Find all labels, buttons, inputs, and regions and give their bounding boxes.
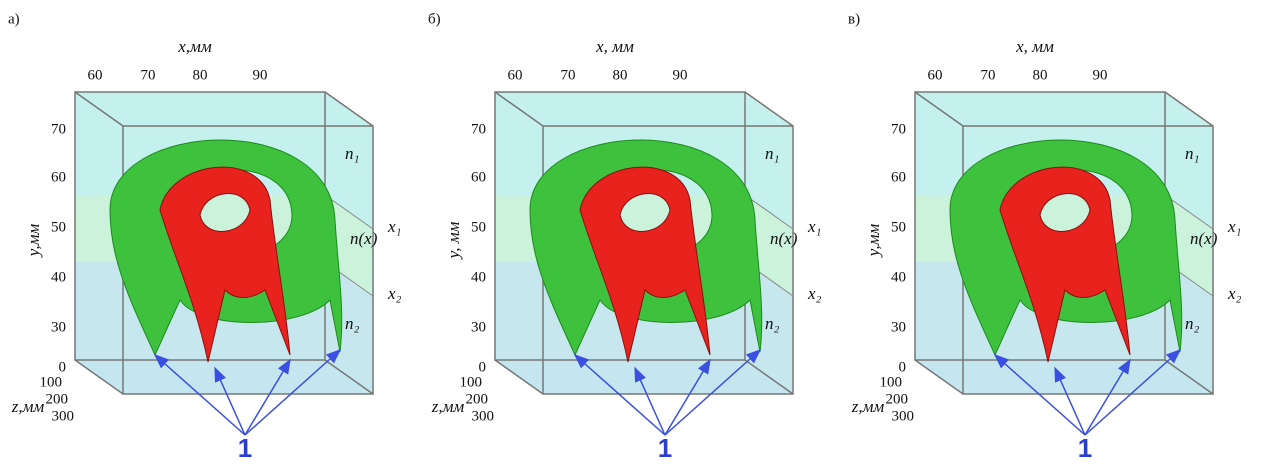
y-axis-label: y, мм — [444, 221, 463, 260]
panel-label: а) — [8, 11, 20, 27]
x-tick-label: 80 — [613, 67, 628, 83]
region-label: x₂ — [1227, 284, 1242, 303]
region-label: n(x) — [350, 229, 378, 248]
y-tick-label: 60 — [51, 169, 66, 185]
x-axis-label: x, мм — [1015, 37, 1054, 56]
y-tick-label: 60 — [891, 169, 906, 185]
region-label: x₁ — [1227, 217, 1241, 236]
region-label: n₁ — [345, 144, 359, 163]
x-tick-label: 60 — [508, 67, 523, 83]
z-tick-label: 100 — [40, 374, 63, 390]
x-tick-label: 90 — [1093, 67, 1108, 83]
y-tick-label: 70 — [891, 121, 906, 137]
y-tick-label: 30 — [51, 319, 66, 335]
x-tick-label: 80 — [1033, 67, 1048, 83]
x-tick-label: 80 — [193, 67, 208, 83]
y-axis-label: y,мм — [864, 224, 883, 259]
callout-label: 1 — [238, 433, 252, 463]
y-tick-label: 0 — [899, 359, 907, 375]
y-tick-label: 60 — [471, 169, 486, 185]
x-axis-label: x, мм — [595, 37, 634, 56]
y-tick-label: 50 — [891, 219, 906, 235]
y-tick-label: 40 — [471, 269, 486, 285]
y-axis-label: y,мм — [24, 224, 43, 259]
region-label: x₁ — [807, 217, 821, 236]
x-tick-label: 70 — [141, 67, 156, 83]
y-tick-label: 30 — [471, 319, 486, 335]
z-tick-label: 200 — [886, 391, 909, 407]
x-tick-label: 60 — [88, 67, 103, 83]
region-label: n₂ — [345, 314, 360, 333]
x-tick-label: 90 — [253, 67, 268, 83]
z-tick-label: 300 — [472, 408, 495, 424]
z-axis-label: z,мм — [851, 397, 885, 416]
panel-label: б) — [428, 11, 441, 27]
callout-label: 1 — [658, 433, 672, 463]
z-tick-label: 200 — [46, 391, 69, 407]
region-label: n(x) — [770, 229, 798, 248]
y-tick-label: 0 — [59, 359, 67, 375]
z-axis-label: z,мм — [11, 397, 45, 416]
region-label: x₂ — [387, 284, 402, 303]
region-label: n₁ — [765, 144, 779, 163]
x-tick-label: 70 — [981, 67, 996, 83]
region-label: n₁ — [1185, 144, 1199, 163]
region-label: x₁ — [387, 217, 401, 236]
panel-label: в) — [848, 11, 860, 27]
callout-label: 1 — [1078, 433, 1092, 463]
region-label: x₂ — [807, 284, 822, 303]
z-tick-label: 200 — [466, 391, 489, 407]
x-tick-label: 90 — [673, 67, 688, 83]
z-axis-label: z,мм — [431, 397, 465, 416]
y-tick-label: 70 — [471, 121, 486, 137]
z-tick-label: 100 — [460, 374, 483, 390]
y-tick-label: 50 — [471, 219, 486, 235]
region-label: n₂ — [1185, 314, 1200, 333]
y-tick-label: 0 — [479, 359, 487, 375]
y-tick-label: 50 — [51, 219, 66, 235]
figure: а)x,мм60708090y,мм70605040300100200300z,… — [0, 0, 1267, 464]
y-tick-label: 40 — [51, 269, 66, 285]
region-label: n₂ — [765, 314, 780, 333]
region-label: n(x) — [1190, 229, 1218, 248]
z-tick-label: 300 — [892, 408, 915, 424]
z-tick-label: 100 — [880, 374, 903, 390]
y-tick-label: 70 — [51, 121, 66, 137]
x-tick-label: 60 — [928, 67, 943, 83]
x-tick-label: 70 — [561, 67, 576, 83]
x-axis-label: x,мм — [177, 37, 212, 56]
y-tick-label: 40 — [891, 269, 906, 285]
y-tick-label: 30 — [891, 319, 906, 335]
z-tick-label: 300 — [52, 408, 75, 424]
